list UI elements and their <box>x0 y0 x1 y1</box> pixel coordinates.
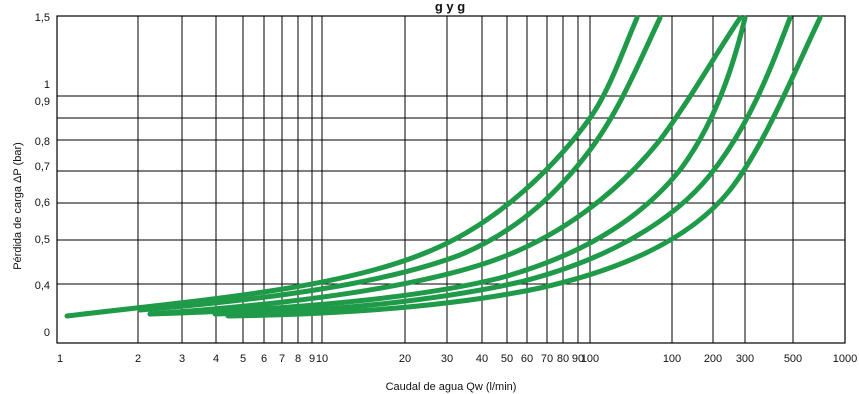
x-tick-label: 1 <box>57 353 63 365</box>
x-tick-label: 200 <box>704 353 722 365</box>
y-tick-label: 0 <box>44 327 50 339</box>
y-tick-label: 0,9 <box>35 96 50 108</box>
x-tick-label: 80 <box>557 353 569 365</box>
x-tick-label: 3 <box>179 353 185 365</box>
curve-line <box>212 15 793 317</box>
x-tick-label: 10 <box>316 353 328 365</box>
curve-line <box>225 15 823 319</box>
x-tick-label: 500 <box>784 353 802 365</box>
curve-line <box>147 15 743 317</box>
x-tick-label: 1000 <box>833 353 857 365</box>
x-tick-label: 5 <box>240 353 246 365</box>
x-tick-label: 100 <box>663 353 681 365</box>
y-tick-labels: 0 0,4 0,5 0,6 0,7 0,8 0,9 1 1,5 <box>35 12 50 339</box>
x-tick-label: 7 <box>279 353 285 365</box>
x-tick-label: 100 <box>581 353 599 365</box>
y-tick-label: 1 <box>44 79 50 91</box>
y-tick-label: 0,6 <box>35 197 50 209</box>
x-tick-label: 20 <box>399 353 411 365</box>
x-tick-label: 90 <box>572 353 584 365</box>
x-tick-label: 9 <box>309 353 315 365</box>
y-tick-label: 0,8 <box>35 136 50 148</box>
plot-frame <box>56 15 846 344</box>
curve-line <box>137 15 663 313</box>
y-tick-label: 0,5 <box>35 234 50 246</box>
x-tick-label: 30 <box>441 353 453 365</box>
y-tick-label: 1,5 <box>35 12 50 24</box>
curves <box>64 15 823 319</box>
curve-line <box>147 15 748 317</box>
y-tick-label: 0,4 <box>35 280 50 292</box>
curve-line <box>64 15 640 319</box>
chart-title-fragment: g y g <box>435 0 465 14</box>
y-tick-label: 0,7 <box>35 161 50 173</box>
x-tick-label: 4 <box>213 353 219 365</box>
x-tick-label: 50 <box>501 353 513 365</box>
x-tick-label: 70 <box>541 353 553 365</box>
x-axis-label: Caudal de agua Qw (l/min) <box>386 381 517 393</box>
x-tick-label: 8 <box>295 353 301 365</box>
x-tick-label: 40 <box>476 353 488 365</box>
x-tick-label: 60 <box>521 353 533 365</box>
x-tick-label: 2 <box>135 353 141 365</box>
x-tick-label: 300 <box>736 353 754 365</box>
x-tick-label: 6 <box>261 353 267 365</box>
y-axis-label: Pérdida de carga ΔP (bar) <box>12 142 24 270</box>
